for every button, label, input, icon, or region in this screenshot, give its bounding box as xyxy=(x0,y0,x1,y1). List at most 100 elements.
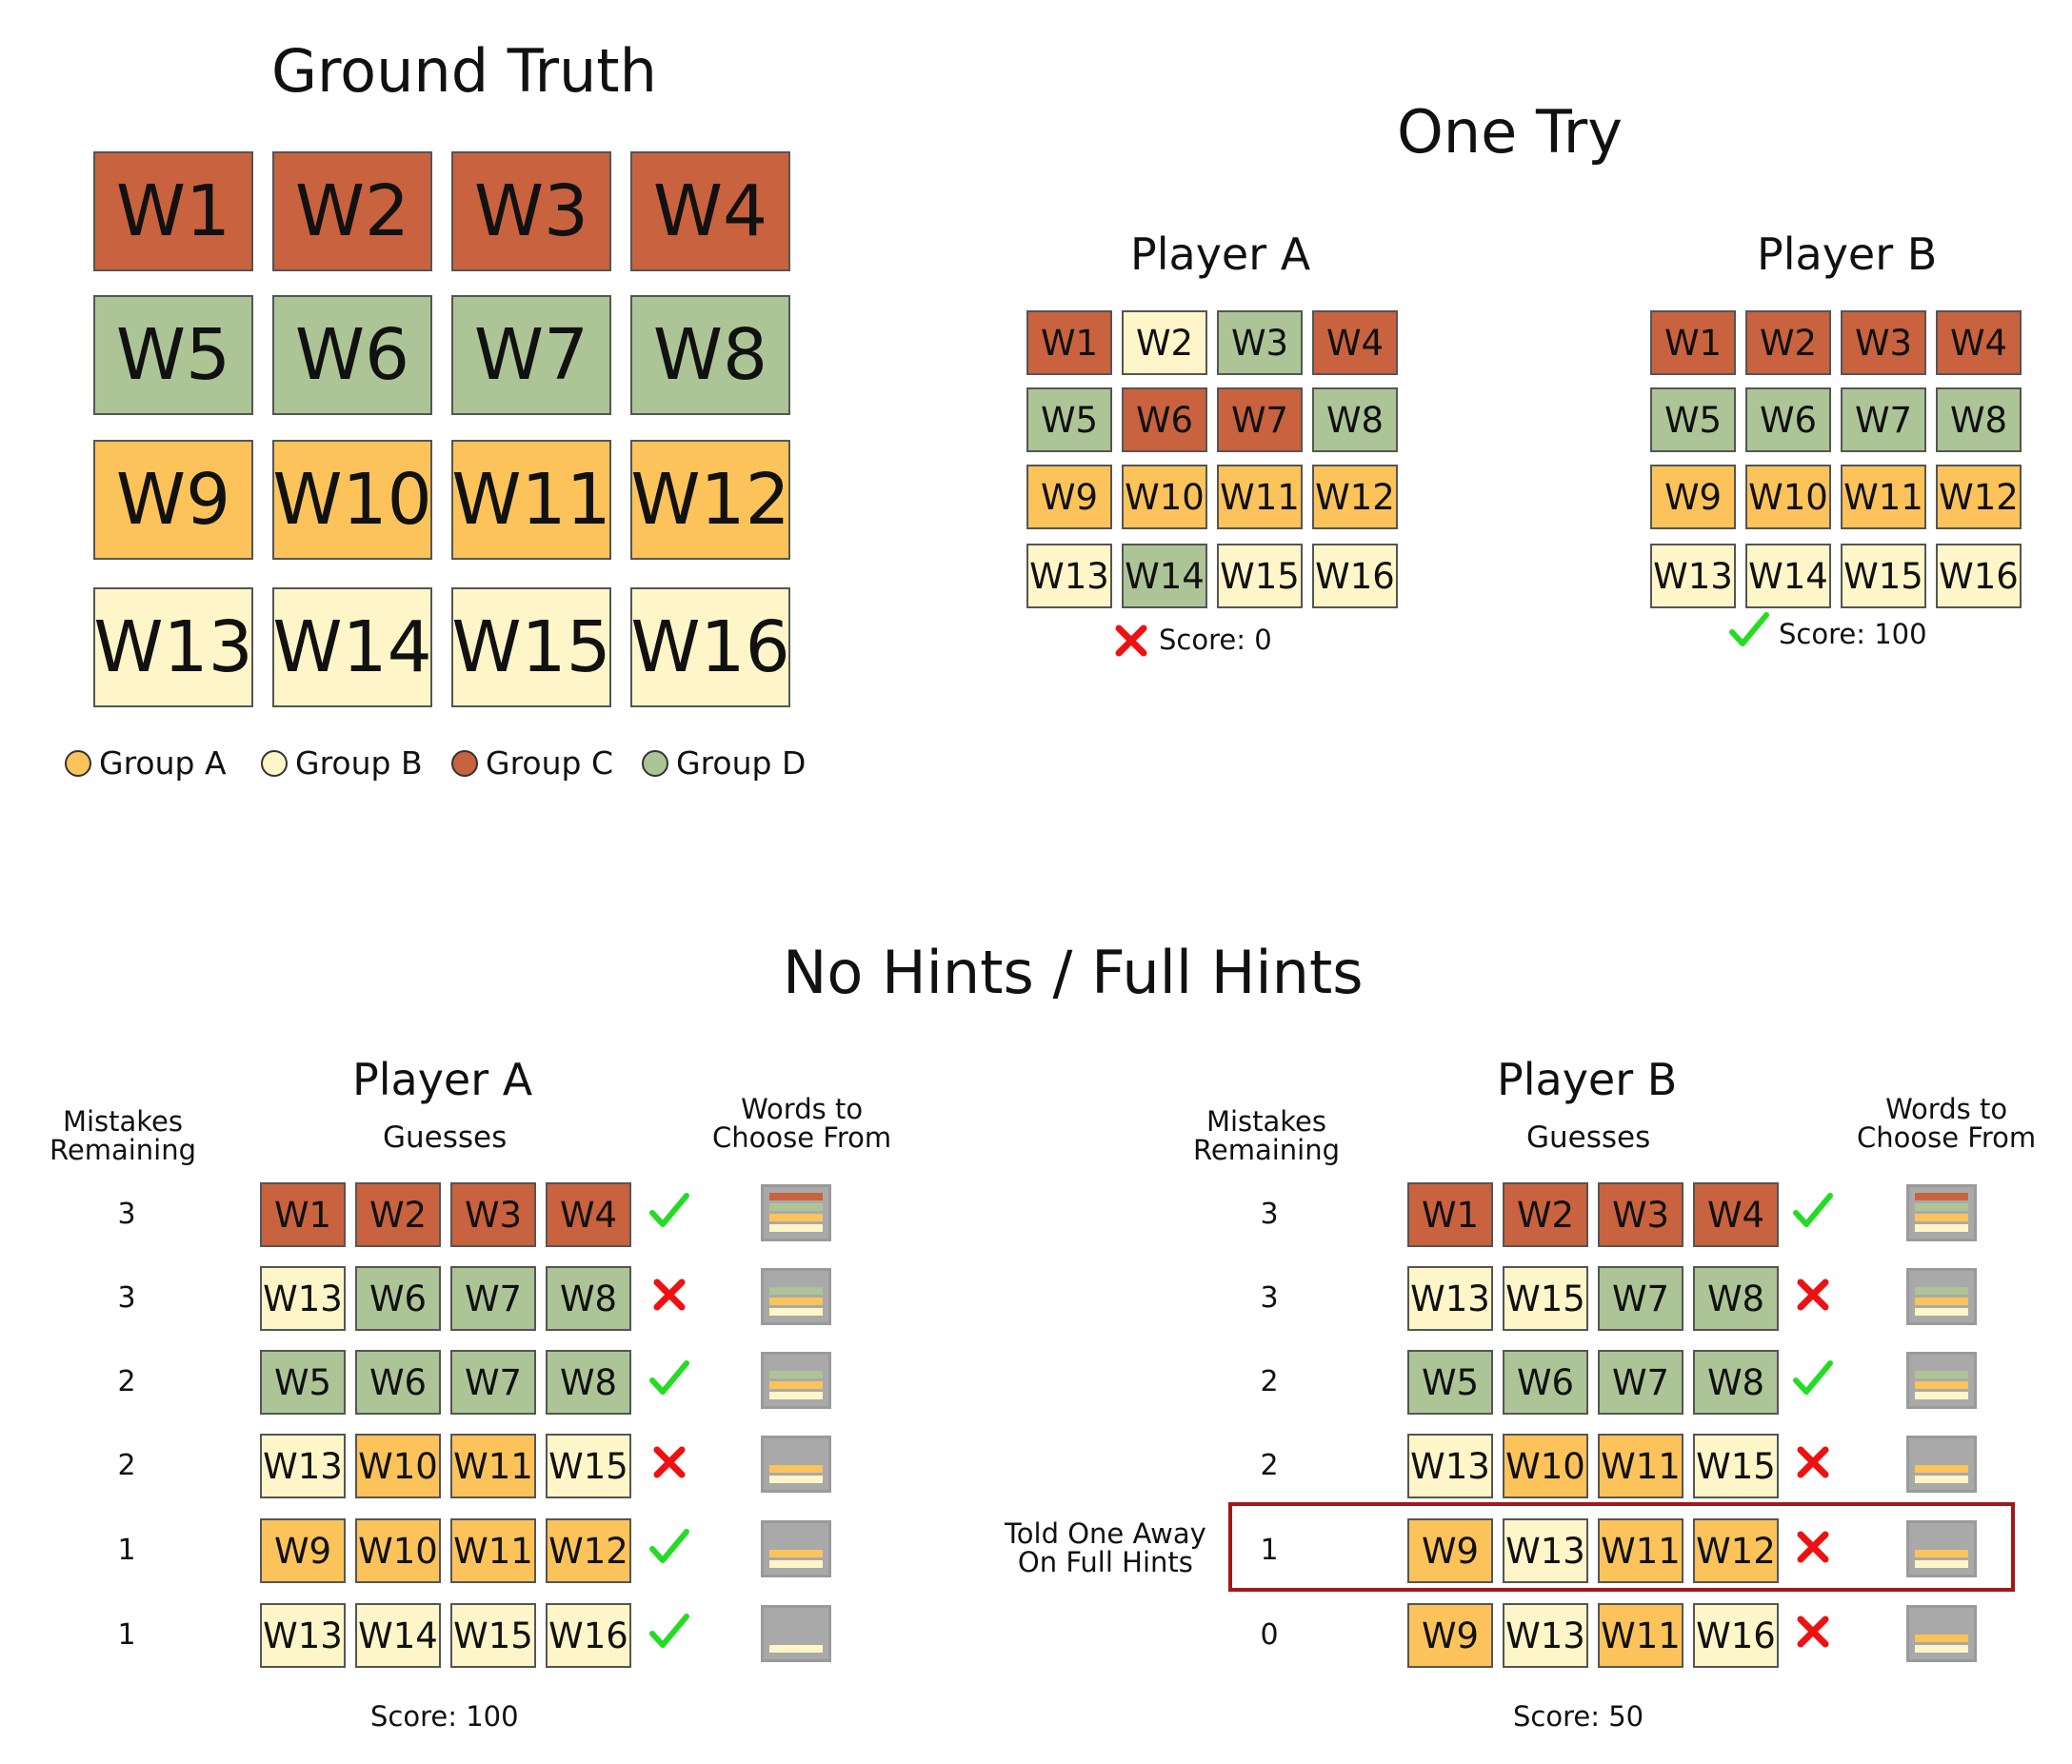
guess-tile: W11 xyxy=(450,1434,536,1498)
mistakes-remaining: 2 xyxy=(1260,1365,1279,1398)
guess-tile: W11 xyxy=(1598,1434,1684,1498)
check-icon xyxy=(1792,1190,1834,1232)
word-tile: W9 xyxy=(93,440,253,560)
pool-bar-group-a xyxy=(1915,1381,1968,1389)
guess-tile: W13 xyxy=(1503,1518,1588,1583)
guess-tile: W13 xyxy=(1407,1266,1493,1331)
pool-bar-group-c xyxy=(1915,1193,1968,1200)
pool-bar-group-d xyxy=(1915,1287,1968,1295)
guess-tile: W4 xyxy=(546,1182,631,1247)
guess-tile: W13 xyxy=(1503,1603,1588,1668)
word-tile: W12 xyxy=(1312,465,1398,529)
mistakes-remaining: 0 xyxy=(1260,1618,1279,1652)
pool-bar-group-b xyxy=(769,1645,823,1653)
word-tile: W10 xyxy=(1745,465,1831,529)
word-tile: W9 xyxy=(1026,465,1112,529)
word-tile: W15 xyxy=(451,587,611,707)
word-tile: W3 xyxy=(1841,310,1926,375)
words-pool-icon xyxy=(1906,1605,1977,1662)
guess-tile: W15 xyxy=(1693,1434,1779,1498)
hints-b-mistakes-header: Mistakes Remaining xyxy=(1193,1105,1340,1166)
guess-tile: W2 xyxy=(355,1182,441,1247)
guess-tile: W9 xyxy=(1407,1518,1493,1583)
pool-bar-group-c xyxy=(769,1193,823,1200)
guess-tile: W10 xyxy=(355,1434,441,1498)
pool-bar-group-a xyxy=(769,1381,823,1389)
words-pool-icon xyxy=(761,1268,831,1325)
mistakes-remaining: 3 xyxy=(117,1281,136,1315)
guess-tile: W8 xyxy=(546,1350,631,1415)
guess-tile: W11 xyxy=(1598,1603,1684,1668)
word-tile: W16 xyxy=(630,587,790,707)
legend-swatch xyxy=(261,749,288,777)
one-try-player-a-label: Player A xyxy=(1130,228,1311,280)
guess-tile: W9 xyxy=(260,1518,346,1583)
word-tile: W5 xyxy=(93,295,253,415)
score-text: Score: 100 xyxy=(1779,618,1927,650)
guess-tile: W6 xyxy=(1503,1350,1588,1415)
check-icon xyxy=(648,1611,690,1653)
guess-tile: W3 xyxy=(1598,1182,1684,1247)
pool-bar-group-a xyxy=(769,1465,823,1473)
hints-b-guesses-header: Guesses xyxy=(1526,1120,1651,1155)
guess-tile: W15 xyxy=(450,1603,536,1668)
word-tile: W2 xyxy=(1745,310,1831,375)
guess-tile: W16 xyxy=(1693,1603,1779,1668)
guess-tile: W13 xyxy=(260,1603,346,1668)
word-tile: W8 xyxy=(1936,387,2022,452)
word-tile: W10 xyxy=(1122,465,1207,529)
word-tile: W7 xyxy=(451,295,611,415)
words-pool-icon xyxy=(1906,1184,1977,1241)
word-tile: W14 xyxy=(272,587,432,707)
pool-bar-group-a xyxy=(1915,1465,1968,1473)
guess-tile: W15 xyxy=(546,1434,631,1498)
guess-tile: W11 xyxy=(1598,1518,1684,1583)
guess-tile: W4 xyxy=(1693,1182,1779,1247)
guess-tile: W6 xyxy=(355,1266,441,1331)
words-pool-icon xyxy=(1906,1436,1977,1493)
told-one-away-note: Told One Away On Full Hints xyxy=(1005,1517,1206,1578)
hints-player-a-label: Player A xyxy=(352,1054,533,1105)
mistakes-remaining: 3 xyxy=(1260,1198,1279,1231)
hints-title: No Hints / Full Hints xyxy=(783,938,1364,1007)
pool-bar-group-b xyxy=(1915,1308,1968,1316)
word-tile: W15 xyxy=(1217,544,1303,608)
cross-icon xyxy=(1792,1274,1834,1316)
legend-label: Group A xyxy=(99,744,227,782)
word-tile: W7 xyxy=(1217,387,1303,452)
word-tile: W11 xyxy=(1841,465,1926,529)
pool-bar-group-a xyxy=(1915,1635,1968,1642)
word-tile: W16 xyxy=(1936,544,2022,608)
word-tile: W7 xyxy=(1841,387,1926,452)
pool-bar-group-a xyxy=(769,1298,823,1305)
word-tile: W16 xyxy=(1312,544,1398,608)
word-tile: W13 xyxy=(1650,544,1736,608)
hints-a-mistakes-header: Mistakes Remaining xyxy=(50,1105,196,1166)
mistakes-remaining: 1 xyxy=(1260,1534,1279,1567)
guess-tile: W7 xyxy=(1598,1350,1684,1415)
guess-tile: W13 xyxy=(260,1266,346,1331)
cross-icon xyxy=(648,1441,690,1483)
mistakes-remaining: 2 xyxy=(1260,1449,1279,1482)
word-tile: W6 xyxy=(1745,387,1831,452)
pool-bar-group-a xyxy=(1915,1550,1968,1557)
pool-bar-group-a xyxy=(769,1550,823,1557)
pool-bar-group-d xyxy=(1915,1203,1968,1211)
word-tile: W11 xyxy=(451,440,611,560)
words-pool-icon xyxy=(1906,1520,1977,1577)
pool-bar-group-b xyxy=(769,1224,823,1232)
guess-tile: W14 xyxy=(355,1603,441,1668)
full-hints-highlight-box xyxy=(1228,1502,2015,1592)
cross-icon xyxy=(648,1274,690,1316)
word-tile: W5 xyxy=(1650,387,1736,452)
word-tile: W5 xyxy=(1026,387,1112,452)
word-tile: W12 xyxy=(630,440,790,560)
cross-icon xyxy=(1792,1441,1834,1483)
word-tile: W3 xyxy=(1217,310,1303,375)
guess-tile: W8 xyxy=(1693,1350,1779,1415)
hints-player-b-label: Player B xyxy=(1497,1054,1678,1105)
guess-tile: W2 xyxy=(1503,1182,1588,1247)
mistakes-remaining: 2 xyxy=(117,1449,136,1482)
guess-tile: W12 xyxy=(1693,1518,1779,1583)
legend-item-group-d: Group D xyxy=(642,744,806,782)
